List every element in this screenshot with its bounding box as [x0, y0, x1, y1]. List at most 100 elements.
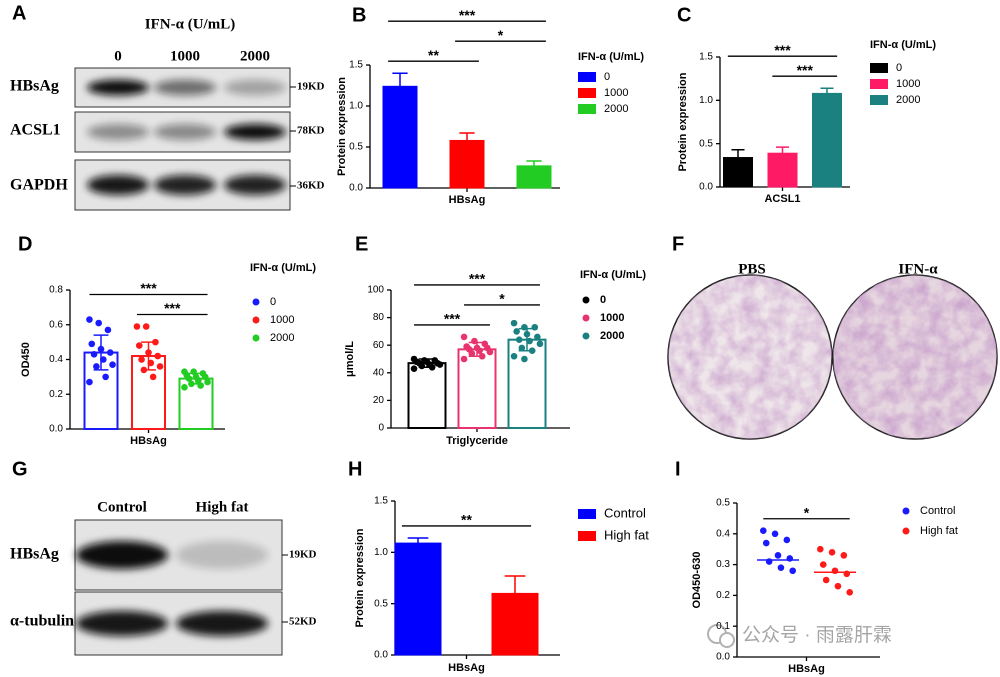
error-bar	[820, 87, 834, 94]
legend-swatch	[902, 507, 910, 515]
sig-label: ***	[140, 280, 157, 296]
band	[76, 610, 168, 637]
data-point	[140, 366, 148, 374]
data-point	[521, 355, 528, 363]
data-point	[90, 350, 98, 358]
sig-label: *	[499, 291, 505, 307]
data-point	[786, 555, 794, 562]
sig-label: *	[498, 27, 504, 43]
y-tick-label: 0.4	[49, 354, 63, 365]
data-point	[204, 378, 211, 386]
panel-letter: I	[675, 458, 681, 480]
data-point	[145, 349, 152, 356]
data-point	[181, 384, 188, 391]
y-tick-label: 0.0	[49, 424, 63, 435]
x-tick-label: Triglyceride	[446, 435, 508, 447]
y-axis-label: Protein expression	[354, 528, 366, 627]
panel-letter: F	[672, 233, 684, 255]
x-tick-label: ACSL1	[764, 193, 800, 205]
band	[224, 175, 286, 195]
data-point	[468, 350, 476, 357]
y-tick-label: 1.5	[699, 52, 713, 63]
error-bar	[731, 148, 745, 158]
y-axis-label: Protein expression	[677, 72, 689, 171]
bar	[812, 92, 842, 188]
y-tick-label: 0.5	[699, 138, 713, 149]
band	[154, 175, 216, 195]
band	[224, 124, 286, 140]
legend-title: IFN-α (U/mL)	[870, 39, 936, 51]
micrographs: F PBS IFN-α	[667, 233, 998, 440]
data-point	[783, 536, 791, 544]
bar	[491, 592, 539, 656]
data-point	[197, 382, 204, 389]
error-bar	[775, 146, 790, 154]
legend-label: 1000	[270, 314, 294, 326]
band	[87, 79, 149, 96]
legend-label: 2000	[600, 330, 624, 342]
size-label: 78KD	[297, 125, 325, 137]
data-point	[135, 342, 143, 349]
bar	[407, 362, 447, 430]
error-bar	[504, 575, 526, 594]
y-axis-label: OD450-630	[691, 552, 703, 609]
data-point	[428, 363, 436, 371]
data-point	[774, 552, 782, 559]
lane-label: High fat	[196, 499, 249, 515]
legend-label: 0	[604, 71, 610, 83]
y-tick-label: 0	[378, 423, 384, 434]
data-point	[828, 548, 836, 556]
y-tick-label: 0.2	[49, 389, 63, 400]
legend-label: Control	[920, 505, 955, 517]
data-point	[518, 344, 526, 352]
legend-swatch	[870, 95, 888, 105]
y-tick-label: 0.0	[349, 183, 363, 194]
y-axis-label: Protein expression	[336, 77, 348, 176]
legend-label: 1000	[896, 78, 920, 90]
data-point	[460, 355, 468, 363]
bar	[457, 348, 497, 429]
data-point	[190, 368, 197, 375]
data-point	[436, 361, 444, 368]
sig-label: *	[804, 504, 810, 520]
lane-label: Control	[97, 499, 147, 515]
bar	[767, 152, 798, 188]
data-point	[106, 349, 114, 356]
data-point	[410, 365, 418, 372]
data-point	[840, 552, 848, 559]
legend-swatch	[252, 298, 260, 306]
error-bar	[407, 537, 429, 544]
panel-letter: A	[12, 2, 26, 24]
x-tick-label: HBsAg	[788, 663, 825, 675]
legend-label: 0	[896, 62, 902, 74]
y-tick-label: 0.0	[699, 182, 713, 193]
band	[87, 175, 149, 195]
blot-header: IFN-α (U/mL)	[145, 16, 235, 32]
legend-swatch	[870, 79, 888, 89]
size-label: 19KD	[289, 549, 317, 561]
legend-swatch	[582, 296, 590, 304]
data-point	[817, 545, 824, 553]
y-tick-label: 0.5	[374, 598, 388, 609]
y-tick-label: 0.6	[49, 319, 63, 330]
data-point	[760, 527, 767, 535]
data-point	[777, 564, 785, 571]
data-point	[822, 576, 830, 584]
bar	[516, 165, 552, 189]
legend-swatch	[870, 63, 888, 73]
panel-letter: E	[355, 233, 368, 255]
data-point	[93, 363, 100, 370]
panel-letter: B	[352, 4, 366, 26]
size-label: 36KD	[297, 180, 325, 192]
legend-label: High fat	[604, 527, 649, 542]
y-tick-label: 0.1	[716, 621, 730, 632]
sig-label: ***	[444, 311, 461, 327]
data-point	[523, 330, 531, 338]
y-tick-label: 20	[373, 395, 385, 406]
data-point	[515, 336, 523, 343]
data-point	[102, 373, 109, 381]
data-point	[104, 326, 112, 334]
bar	[449, 139, 485, 189]
row-label: α-tubulin	[10, 613, 74, 630]
y-tick-label: 40	[373, 367, 385, 378]
